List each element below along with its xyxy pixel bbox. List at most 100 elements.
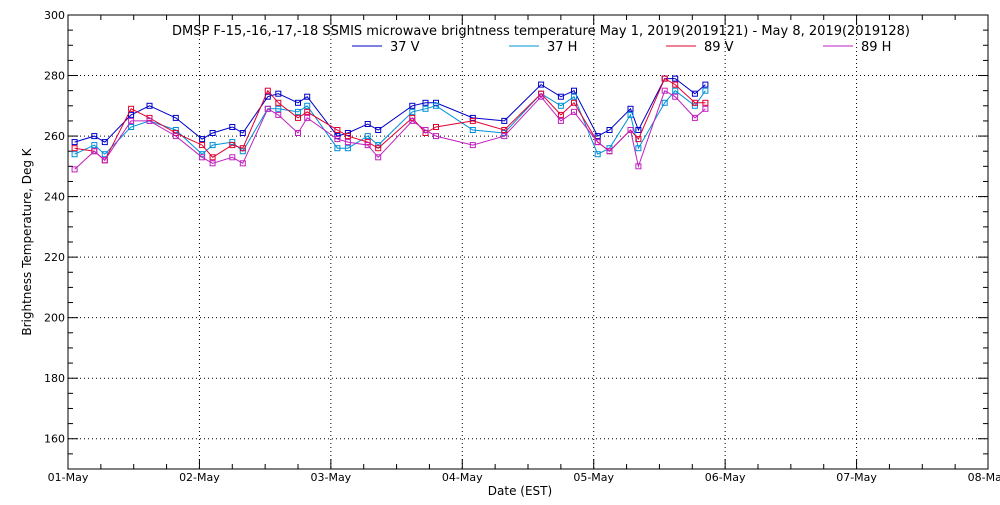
data-point-89-v [172,130,179,136]
series-line-37-h [74,90,706,155]
x-axis-title: Date (EST) [488,484,552,498]
data-point-89-h [172,133,179,140]
data-point-37-h [702,87,709,94]
data-point-37-v [364,121,371,127]
data-point-37-h [635,145,642,152]
data-point-37-v [375,127,382,133]
data-point-37-v [209,130,216,136]
data-point-37-h [571,93,577,100]
data-point-37-h [334,145,341,152]
data-point-89-h [128,117,135,124]
data-point-37-v [101,139,108,146]
y-tick-label: 260 [44,130,65,143]
data-point-89-h [594,139,601,146]
data-point-89-h [409,117,416,124]
data-point-89-h [264,105,271,112]
y-tick-label: 240 [44,191,65,204]
data-point-37-v [304,93,311,100]
plot-frame [67,14,989,470]
y-tick-label: 220 [44,251,65,264]
data-point-37-h [672,87,679,94]
data-point-89-v [295,114,301,121]
legend-label-37-v: 37 V [390,40,420,55]
data-point-89-h [334,136,341,143]
data-point-89-v [71,145,78,152]
data-point-37-v [702,81,709,88]
y-tick-label: 300 [44,9,65,22]
data-point-37-v [275,90,282,97]
legend: 37 V 37 H 89 V 89 H [352,40,891,55]
data-point-89-h [295,130,301,136]
data-point-89-h [209,160,216,167]
data-point-89-h [606,148,613,155]
y-tick-label: 160 [44,433,65,446]
data-point-37-h [469,127,476,133]
data-point-37-h [661,99,668,106]
data-point-37-v [635,127,642,133]
data-point-37-v [239,130,246,136]
data-point-89-h [672,93,679,100]
data-point-37-h [557,102,564,109]
data-point-89-v [229,142,236,149]
data-point-89-h [661,87,668,94]
series-lines [71,75,709,173]
data-point-89-h [71,166,78,173]
data-point-89-v [672,81,679,88]
data-point-89-h [364,142,371,149]
data-point-37-h [627,111,634,118]
data-point-89-h [304,114,311,121]
legend-label-89-h: 89 H [861,40,891,55]
data-point-89-v [209,154,216,161]
data-point-37-h [275,105,282,112]
data-point-89-h [422,127,429,133]
data-point-37-h [128,124,135,130]
data-point-37-v [146,102,153,109]
axis-ticks [67,15,989,469]
data-point-89-v [239,145,246,152]
data-point-37-h [101,151,108,158]
data-point-89-h [627,127,634,133]
x-tick-label: 04-May [442,471,483,484]
data-point-37-v [229,124,236,130]
data-point-89-h [275,111,282,118]
data-point-89-h [344,139,351,146]
data-point-89-h [239,160,246,167]
data-point-37-v [422,99,429,106]
data-point-89-h [538,93,545,100]
tick-labels: 01-May 02-May 03-May 04-May 05-May 06-May 07-M… [44,9,1000,484]
data-point-37-v [672,75,679,82]
x-tick-label: 05-May [573,471,614,484]
data-point-37-h [295,108,301,115]
series-89-h [71,87,709,173]
data-point-37-v [691,90,698,97]
data-point-37-v [199,136,206,143]
data-point-89-v [433,124,439,130]
data-point-37-v [128,111,135,118]
y-tick-label: 180 [44,372,65,385]
data-point-37-v [627,105,634,112]
data-point-37-v [71,139,78,146]
x-tick-label: 06-May [705,471,746,484]
data-point-37-v [594,133,601,140]
data-point-37-v [606,127,613,133]
data-point-37-v [172,114,179,121]
data-point-89-h [375,154,382,161]
data-point-89-v [661,75,668,82]
data-point-37-h [344,145,351,152]
data-point-89-h [229,154,236,161]
data-point-37-v [91,133,98,140]
legend-label-37-h: 37 H [547,40,577,55]
data-point-37-v [571,87,577,94]
data-point-89-v [501,127,508,133]
grid-lines [68,15,988,469]
data-point-89-h [571,108,577,115]
data-point-89-v [275,99,282,106]
data-point-37-v [295,99,301,106]
series-line-89-h [74,89,706,170]
data-point-89-v [264,87,271,94]
data-point-37-h [209,142,216,149]
data-point-89-h [146,117,153,124]
data-point-37-v [538,81,545,88]
x-tick-label: 02-May [179,471,220,484]
